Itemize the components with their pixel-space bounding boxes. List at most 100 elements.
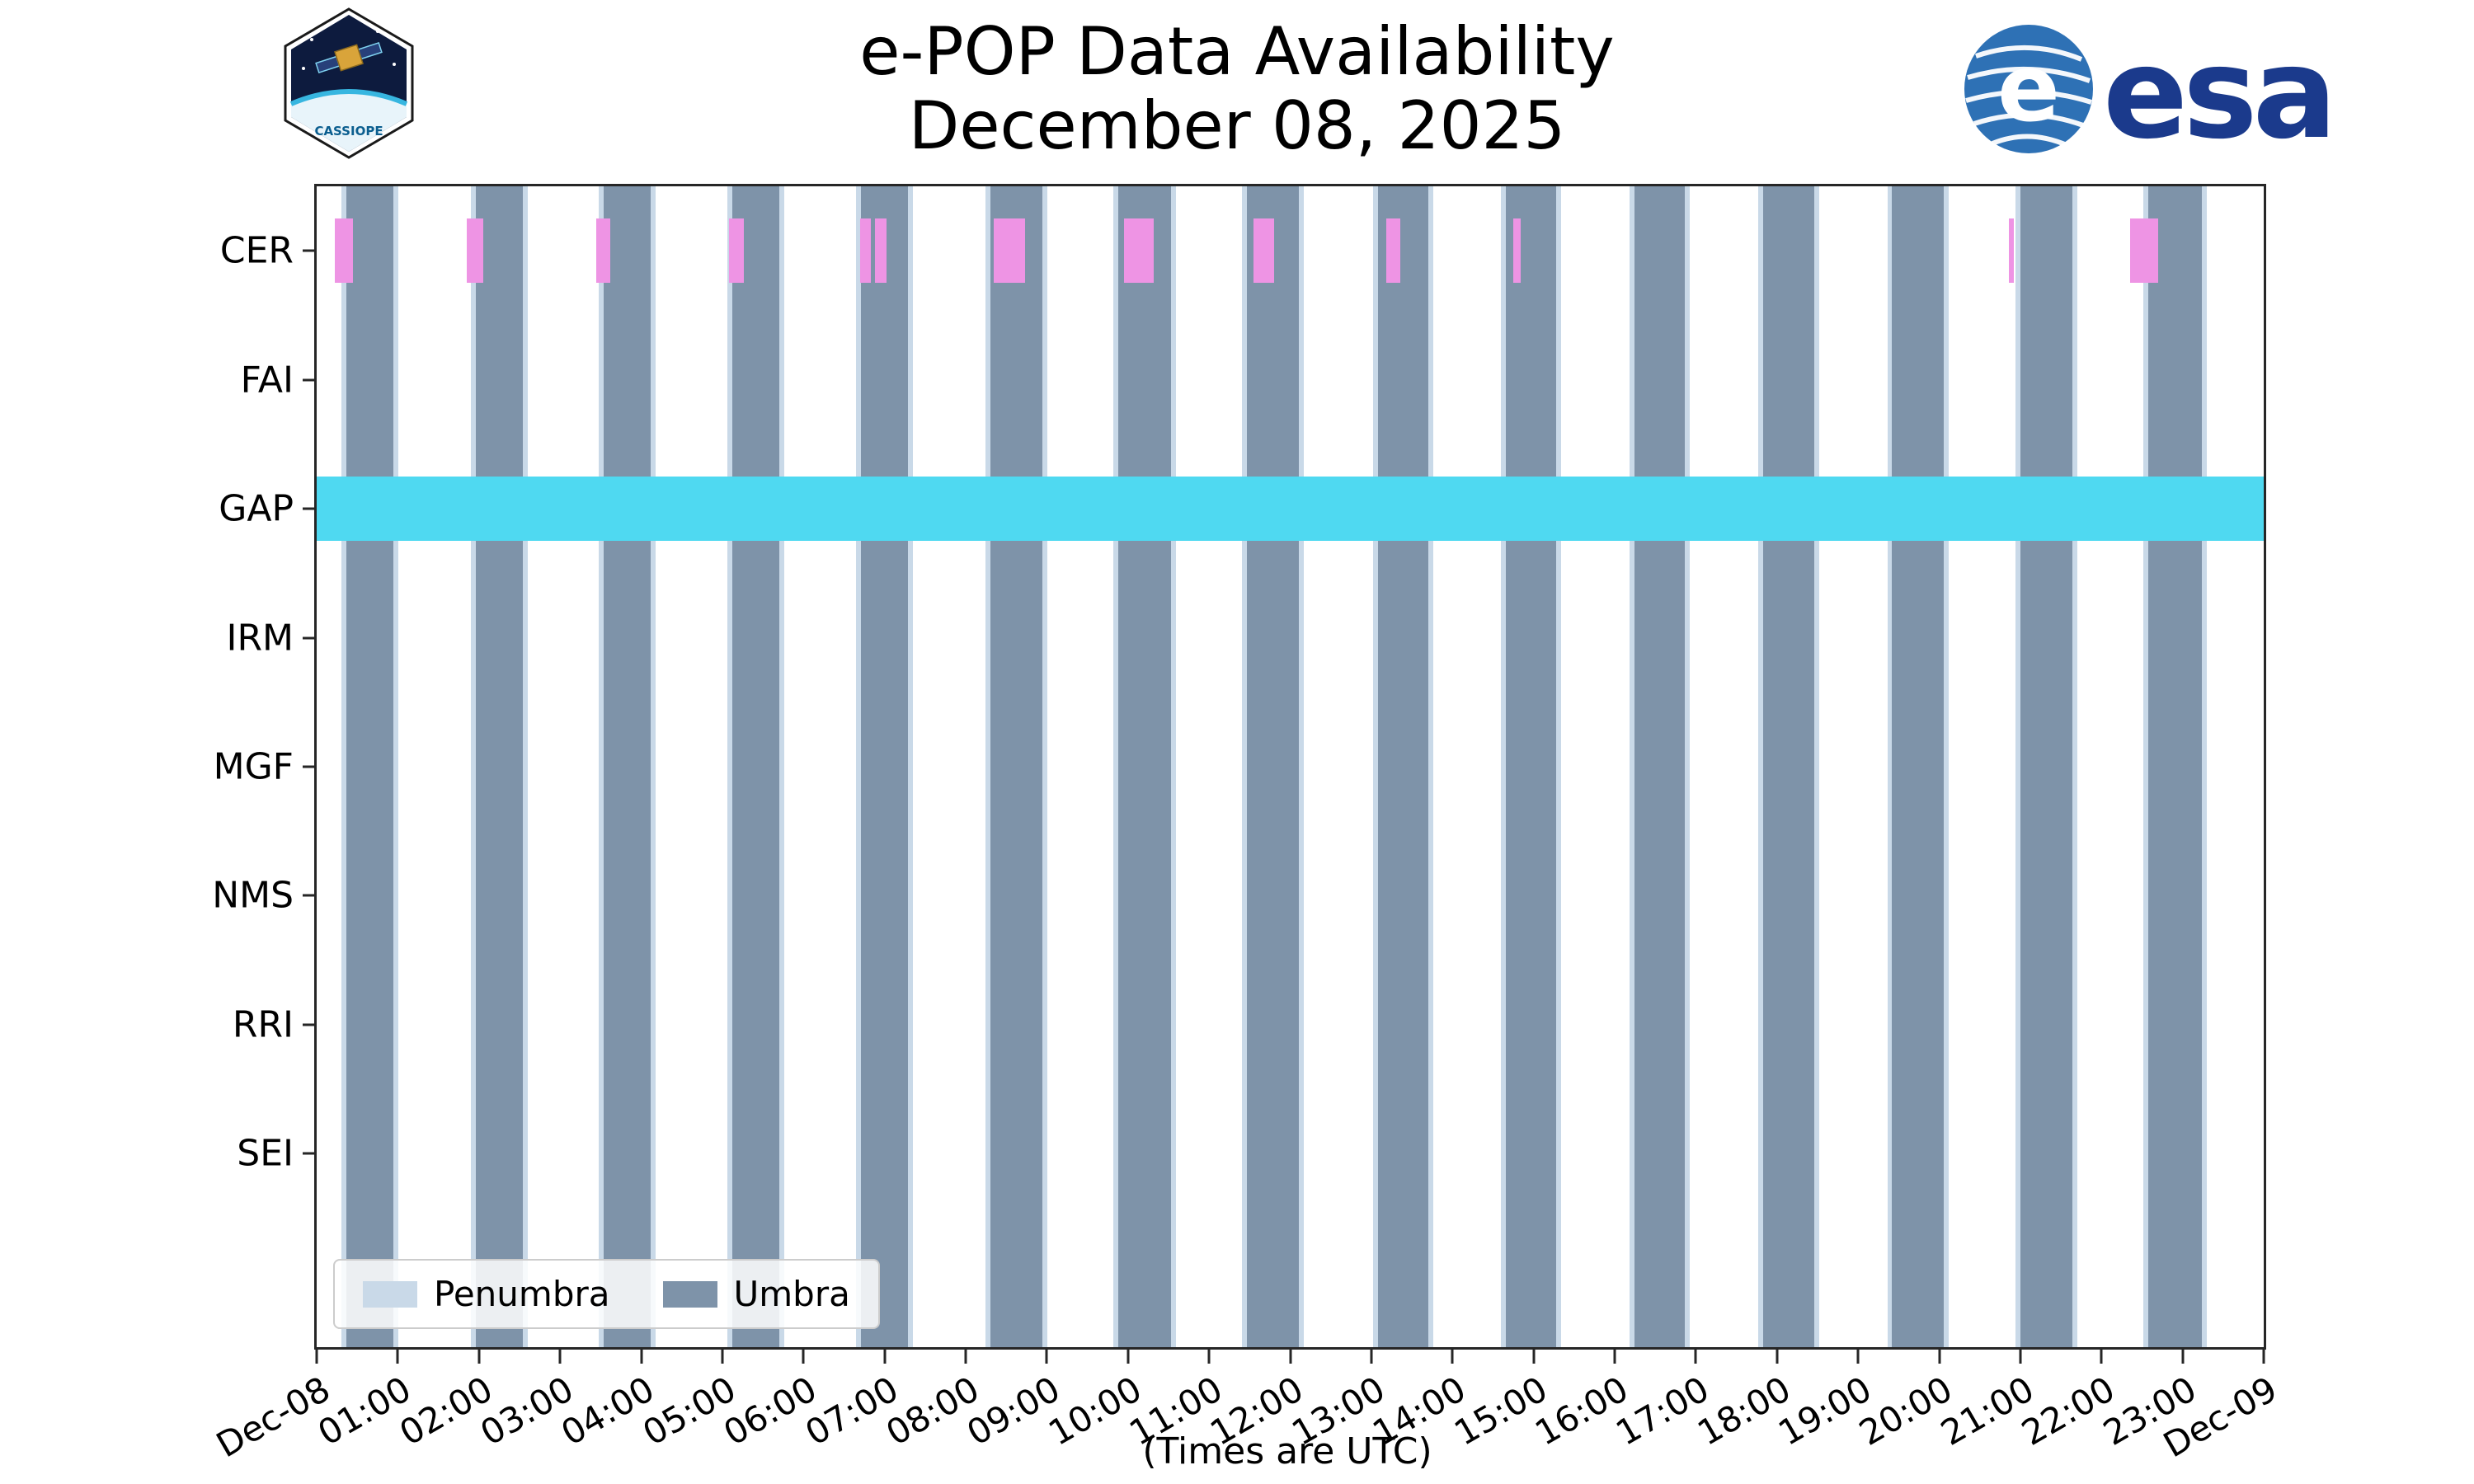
x-axis-note: (Times are UTC) [1142, 1430, 1432, 1472]
x-tick-mark [1370, 1350, 1373, 1364]
availability-bar-cer [728, 218, 745, 284]
y-tick-mark [303, 507, 314, 510]
y-axis-label-nms: NMS [212, 874, 294, 917]
x-tick-mark [2019, 1350, 2022, 1364]
y-axis-label-sei: SEI [237, 1132, 294, 1175]
legend-label-umbra: Umbra [733, 1274, 850, 1314]
x-axis-label: 05:00 [636, 1369, 743, 1453]
availability-bar-cer [1123, 218, 1155, 284]
x-tick-mark [883, 1350, 887, 1364]
availability-bar-cer [2009, 218, 2014, 284]
x-tick-mark [721, 1350, 724, 1364]
y-axis-label-rri: RRI [232, 1003, 294, 1046]
x-axis-label: 20:00 [1852, 1369, 1959, 1453]
y-axis-label-gap: GAP [219, 487, 294, 530]
umbra-bar [861, 186, 909, 1347]
x-axis-label: 03:00 [473, 1369, 581, 1453]
x-tick-mark [1613, 1350, 1616, 1364]
legend: Penumbra Umbra [333, 1259, 880, 1329]
x-tick-mark [396, 1350, 399, 1364]
umbra-bar [346, 186, 394, 1347]
y-tick-mark [303, 1023, 314, 1026]
y-tick-mark [303, 894, 314, 897]
availability-bar-cer [994, 218, 1025, 284]
esa-wordmark: esa [2103, 23, 2332, 167]
x-axis-label: 02:00 [392, 1369, 500, 1453]
x-axis-label: 22:00 [2015, 1369, 2122, 1453]
umbra-bar [475, 186, 523, 1347]
availability-bar-cer [1253, 218, 1274, 284]
umbra-swatch-icon [662, 1280, 717, 1308]
x-tick-mark [1451, 1350, 1454, 1364]
title-block: e-POP Data Availability December 08, 202… [0, 15, 2474, 162]
umbra-bar [1117, 186, 1171, 1347]
chart-title: e-POP Data Availability [859, 13, 1615, 90]
x-axis-label: 18:00 [1690, 1369, 1798, 1453]
x-tick-mark [802, 1350, 805, 1364]
availability-bar-gap [317, 477, 2264, 542]
cassiope-patch-text: CASSIOPE [314, 124, 383, 139]
x-axis-label: 10:00 [1041, 1369, 1149, 1453]
y-tick-mark [303, 636, 314, 640]
x-axis-label: 17:00 [1609, 1369, 1716, 1453]
legend-label-penumbra: Penumbra [434, 1274, 610, 1314]
y-tick-mark [303, 378, 314, 382]
x-tick-mark [640, 1350, 642, 1364]
availability-bar-cer [1385, 218, 1401, 284]
x-tick-mark [1289, 1350, 1291, 1364]
x-tick-mark [315, 1350, 318, 1364]
x-tick-mark [2262, 1350, 2265, 1364]
x-axis-label: 08:00 [879, 1369, 986, 1453]
y-axis-label-fai: FAI [240, 359, 294, 402]
x-axis-label: 01:00 [311, 1369, 418, 1453]
plot-area: CER FAI GAP IRM MGF NMS RRI SEI Dec-08 01:00 02:00… [209, 184, 2284, 1466]
legend-entry-umbra: Umbra [662, 1274, 850, 1314]
x-tick-mark [1126, 1350, 1130, 1364]
x-tick-mark [1694, 1350, 1697, 1364]
x-tick-mark [1938, 1350, 1940, 1364]
umbra-bar [1634, 186, 1685, 1347]
x-tick-mark [1856, 1350, 1860, 1364]
x-axis-label: 16:00 [1528, 1369, 1635, 1453]
umbra-bar [990, 186, 1043, 1347]
x-tick-mark [1532, 1350, 1536, 1364]
umbra-bar [731, 186, 779, 1347]
chart-subtitle: December 08, 2025 [908, 87, 1566, 164]
x-axis-label: 09:00 [960, 1369, 1067, 1453]
availability-bar-cer [1513, 218, 1521, 284]
availability-bar-cer [596, 218, 611, 284]
availability-bar-cer [334, 218, 354, 284]
y-tick-mark [303, 1152, 314, 1155]
shading-layer [317, 186, 2264, 1347]
legend-entry-penumbra: Penumbra [363, 1274, 610, 1314]
umbra-bar [2148, 186, 2203, 1347]
availability-bar-cer [874, 218, 887, 284]
umbra-bar [2020, 186, 2072, 1347]
x-tick-mark [2100, 1350, 2103, 1364]
y-axis-label-irm: IRM [226, 617, 294, 660]
x-tick-mark [964, 1350, 967, 1364]
x-tick-mark [1776, 1350, 1779, 1364]
availability-bar-cer [2129, 218, 2159, 284]
y-axis-label-cer: CER [219, 229, 294, 272]
umbra-bar [1506, 186, 1557, 1347]
esa-logo-icon: e esa [1964, 23, 2337, 167]
y-tick-mark [303, 249, 314, 252]
x-tick-mark [477, 1350, 481, 1364]
availability-bars-layer [317, 186, 2264, 1347]
y-tick-mark [303, 765, 314, 768]
axes-layer: CER FAI GAP IRM MGF NMS RRI SEI Dec-08 01:00 02:00… [209, 186, 2284, 1466]
x-axis-label: 19:00 [1771, 1369, 1879, 1453]
cassiope-mission-patch-icon: CASSIOPE [284, 7, 414, 159]
x-tick-mark [1207, 1350, 1211, 1364]
umbra-bar [1377, 186, 1428, 1347]
umbra-bar [1247, 186, 1300, 1347]
x-axis-label: 15:00 [1446, 1369, 1554, 1453]
x-axis-label: 07:00 [797, 1369, 905, 1453]
y-axis-label-mgf: MGF [213, 745, 294, 788]
x-axis-label: 06:00 [717, 1369, 824, 1453]
penumbra-swatch-icon [363, 1280, 417, 1308]
svg-text:e: e [1997, 35, 2060, 143]
x-axis-label: 21:00 [1934, 1369, 2041, 1453]
